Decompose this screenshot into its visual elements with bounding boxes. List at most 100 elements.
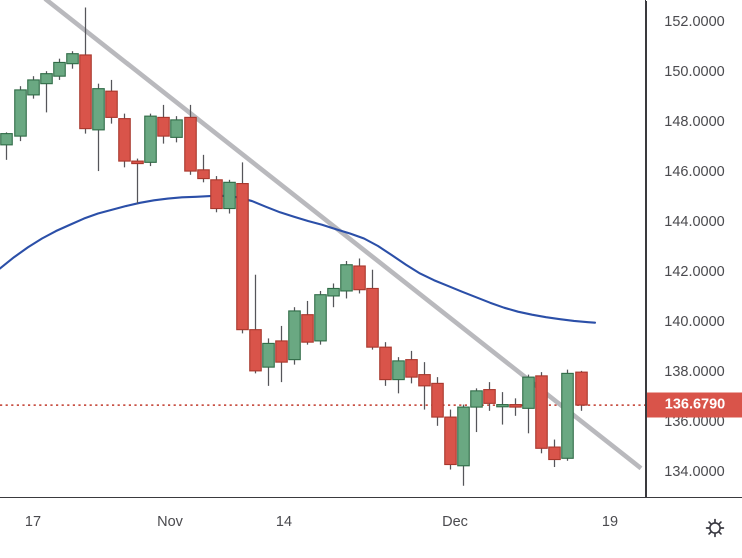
candlestick[interactable] — [40, 71, 53, 113]
candle-body-bullish — [53, 61, 66, 77]
candlestick[interactable] — [27, 76, 40, 99]
candlestick[interactable] — [105, 79, 118, 124]
candlestick[interactable] — [197, 154, 210, 183]
candlestick[interactable] — [170, 116, 183, 143]
candlestick[interactable] — [561, 369, 574, 461]
candlestick[interactable] — [522, 374, 535, 434]
candle-body-bullish — [496, 404, 509, 408]
candle-body-bearish — [249, 329, 262, 372]
candlestick[interactable] — [184, 104, 197, 175]
candlestick[interactable] — [118, 113, 131, 168]
gear-icon — [705, 518, 725, 537]
candlestick[interactable] — [470, 388, 483, 433]
candlestick[interactable] — [366, 269, 379, 350]
candle-body-bearish — [157, 116, 170, 137]
price-axis-tick: 138.0000 — [664, 364, 725, 381]
candle-body-bullish — [457, 406, 470, 467]
last-price-badge[interactable]: 136.6790 — [647, 392, 742, 418]
candlestick[interactable] — [14, 86, 27, 142]
candle-body-bullish — [262, 342, 275, 368]
candlestick[interactable] — [431, 377, 444, 426]
candle-body-bearish — [379, 346, 392, 381]
candle-body-bearish — [79, 54, 92, 130]
candlestick[interactable] — [288, 307, 301, 365]
axis-corner-divider — [645, 1, 647, 498]
candle-body-bullish — [522, 376, 535, 409]
candle-body-bullish — [92, 88, 105, 131]
settings-button[interactable] — [688, 498, 742, 557]
price-axis-tick: 146.0000 — [664, 164, 725, 181]
chart-canvas — [0, 0, 645, 486]
candle-body-bullish — [66, 53, 79, 65]
candle-body-bearish — [535, 375, 548, 449]
candle-body-bullish — [0, 133, 13, 146]
candle-body-bearish — [105, 90, 118, 118]
candlestick[interactable] — [327, 283, 340, 308]
candlestick[interactable] — [157, 104, 170, 144]
price-axis-tick: 152.0000 — [664, 14, 725, 31]
candle-body-bearish — [184, 116, 197, 172]
candle-body-bearish — [509, 404, 522, 408]
time-axis-tick: 14 — [275, 514, 293, 530]
candlestick[interactable] — [131, 158, 144, 204]
candlestick[interactable] — [210, 176, 223, 213]
candle-body-bullish — [288, 310, 301, 361]
candlestick[interactable] — [392, 357, 405, 394]
candlestick[interactable] — [223, 179, 236, 214]
candlestick[interactable] — [92, 83, 105, 172]
price-axis[interactable]: 152.0000 150.0000 148.0000 146.0000 144.0000… — [645, 0, 742, 497]
candle-body-bearish — [275, 340, 288, 363]
candlestick[interactable] — [457, 404, 470, 486]
candlestick[interactable] — [496, 392, 509, 425]
candlestick[interactable] — [301, 300, 314, 345]
candlestick[interactable] — [53, 58, 66, 80]
candle-body-bearish — [210, 179, 223, 210]
candle-body-bullish — [223, 181, 236, 210]
price-axis-tick: 136.0000 — [664, 414, 725, 431]
candle-body-bullish — [561, 372, 574, 459]
candlestick[interactable] — [509, 398, 522, 416]
moving-average-line[interactable] — [0, 194, 597, 324]
candle-body-bullish — [340, 264, 353, 292]
candle-body-bearish — [575, 371, 588, 406]
candlestick[interactable] — [548, 439, 561, 468]
candlestick[interactable] — [379, 342, 392, 386]
candle-body-bearish — [431, 382, 444, 418]
candle-body-bearish — [236, 183, 249, 331]
candlestick[interactable] — [79, 7, 92, 134]
candlestick[interactable] — [249, 274, 262, 374]
candlestick[interactable] — [236, 162, 249, 334]
candle-body-bullish — [314, 294, 327, 342]
candlestick[interactable] — [535, 372, 548, 454]
price-axis-tick: 134.0000 — [664, 464, 725, 481]
candle-body-bullish — [392, 360, 405, 381]
candlestick[interactable] — [444, 409, 457, 470]
candlestick[interactable] — [340, 260, 353, 299]
candle-body-bearish — [118, 118, 131, 162]
candlestick[interactable] — [405, 350, 418, 384]
candlestick[interactable] — [0, 132, 13, 160]
candle-body-bullish — [327, 287, 340, 297]
candlestick[interactable] — [483, 382, 496, 411]
candlestick[interactable] — [353, 258, 366, 294]
candle-body-bearish — [444, 416, 457, 466]
candlestick[interactable] — [575, 370, 588, 411]
candle-body-bullish — [14, 89, 27, 137]
candlestick[interactable] — [418, 362, 431, 410]
candle-body-bearish — [366, 287, 379, 348]
price-axis-tick: 150.0000 — [664, 64, 725, 81]
descending-trendline[interactable] — [43, 0, 643, 471]
candle-body-bullish — [170, 119, 183, 138]
candlestick[interactable] — [314, 290, 327, 345]
candle-body-bearish — [301, 314, 314, 343]
chart-plot-area[interactable] — [0, 0, 645, 497]
price-axis-tick: 144.0000 — [664, 214, 725, 231]
candlestick[interactable] — [275, 325, 288, 383]
price-axis-tick: 148.0000 — [664, 114, 725, 131]
candlestick[interactable] — [144, 113, 157, 167]
candlestick[interactable] — [66, 51, 79, 69]
candlestick[interactable] — [262, 338, 275, 386]
candle-body-bearish — [548, 446, 561, 461]
candle-body-bullish — [144, 115, 157, 163]
